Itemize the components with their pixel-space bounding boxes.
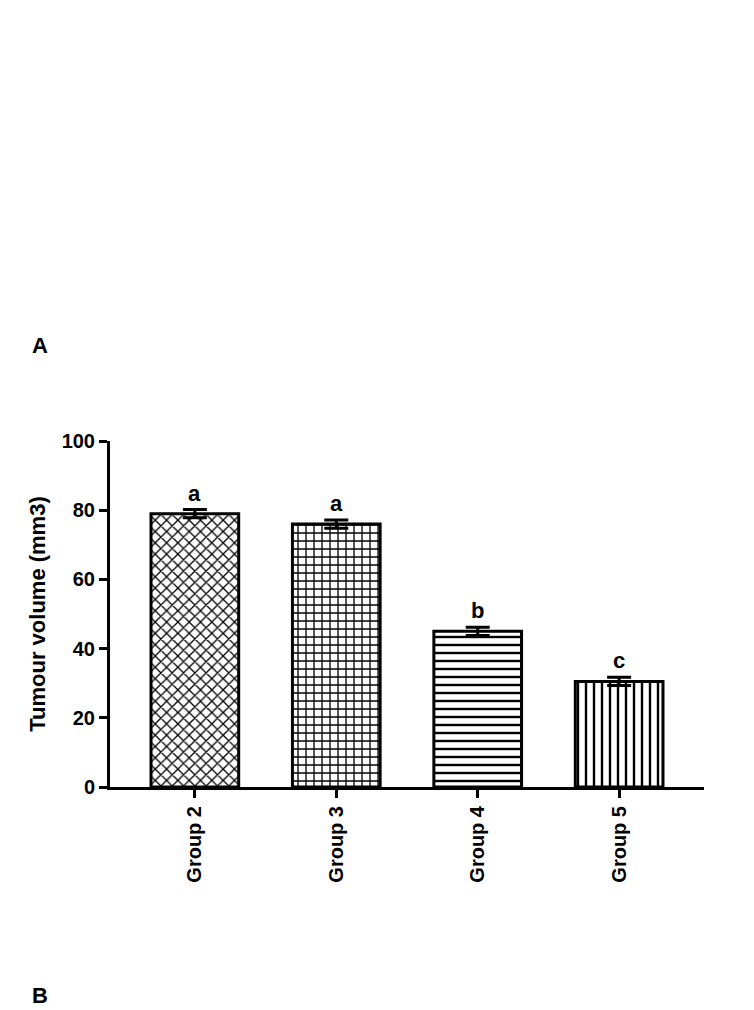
svg-text:A: A [32,333,48,358]
svg-text:60: 60 [73,568,95,590]
svg-text:Group 3: Group 3 [325,806,347,883]
svg-text:100: 100 [62,430,95,452]
svg-text:b: b [471,598,484,623]
svg-text:Group 2: Group 2 [183,806,205,883]
svg-text:a: a [330,491,343,516]
svg-text:40: 40 [73,638,95,660]
svg-text:80: 80 [73,499,95,521]
svg-text:20: 20 [73,707,95,729]
svg-text:Group 4: Group 4 [466,805,488,883]
svg-text:c: c [613,648,625,673]
svg-text:a: a [188,481,201,506]
svg-text:Tumour volume (mm3): Tumour volume (mm3) [25,496,50,732]
svg-text:Group 5: Group 5 [608,806,630,883]
svg-text:0: 0 [84,776,95,798]
svg-text:B: B [32,983,48,1008]
